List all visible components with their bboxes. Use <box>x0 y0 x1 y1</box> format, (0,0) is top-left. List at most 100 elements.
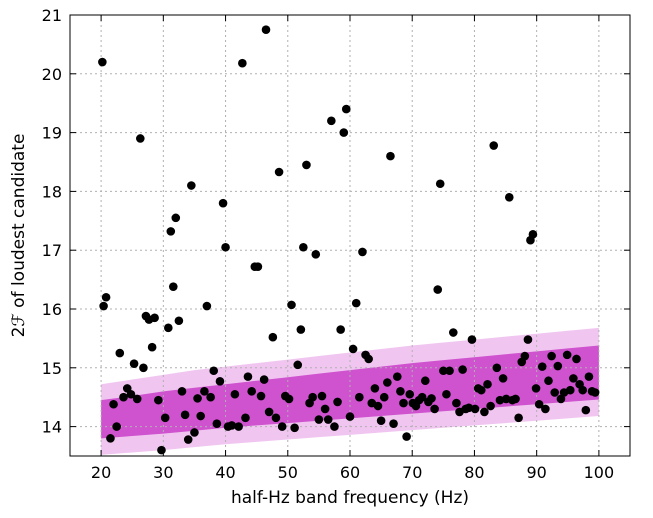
data-point <box>126 389 136 399</box>
data-point <box>392 372 402 381</box>
data-point <box>448 328 458 337</box>
data-point <box>200 387 209 396</box>
data-point <box>339 128 349 137</box>
data-point <box>253 262 263 271</box>
x-tick-label: 40 <box>215 463 235 482</box>
data-point <box>383 378 392 387</box>
y-tick-label: 19 <box>42 124 62 143</box>
data-point <box>358 247 367 257</box>
data-point <box>399 398 408 408</box>
y-tick-label: 16 <box>42 300 62 319</box>
data-point <box>341 104 351 114</box>
data-point <box>489 141 499 150</box>
data-point <box>238 58 247 68</box>
data-point <box>351 298 361 308</box>
data-point <box>284 394 294 404</box>
data-point <box>129 359 139 368</box>
data-point <box>511 394 520 404</box>
data-point <box>435 179 445 189</box>
data-point <box>584 372 594 381</box>
data-point <box>221 242 230 252</box>
y-axis-label: 2ℱ of loudest candidate <box>9 134 29 338</box>
data-point <box>209 366 219 376</box>
data-point <box>445 366 454 376</box>
y-tick-label: 20 <box>42 65 62 84</box>
data-point <box>569 374 578 383</box>
data-point <box>483 379 492 389</box>
axis-ticks: 20 30 40 50 60 70 80 90 100 14 15 16 17 18 19 20 21 <box>42 6 630 482</box>
data-point <box>402 432 411 441</box>
data-point <box>164 323 173 333</box>
data-point <box>160 413 170 423</box>
data-point <box>452 398 461 408</box>
data-point <box>541 404 550 414</box>
data-point <box>439 366 448 376</box>
data-point <box>271 413 281 423</box>
data-point <box>528 230 538 239</box>
data-point <box>458 365 467 374</box>
data-point <box>317 391 327 401</box>
data-point <box>171 213 181 223</box>
data-point <box>296 325 306 334</box>
data-point <box>420 376 430 386</box>
data-point <box>370 384 380 393</box>
data-point <box>150 313 159 323</box>
data-point <box>196 411 205 421</box>
data-point <box>417 392 427 402</box>
data-point <box>264 407 274 417</box>
x-tick-label: 20 <box>91 463 111 482</box>
data-point <box>243 372 253 381</box>
data-point <box>268 332 278 342</box>
data-point <box>98 57 107 67</box>
data-point <box>405 389 415 399</box>
data-point <box>364 354 373 364</box>
data-point <box>553 361 563 371</box>
data-point <box>174 316 184 326</box>
data-point <box>190 428 199 437</box>
data-point <box>373 401 383 411</box>
y-tick-label: 17 <box>42 241 62 260</box>
data-point <box>259 375 269 384</box>
data-point <box>320 404 330 414</box>
data-point <box>345 412 355 421</box>
x-axis-label: half-Hz band frequency (Hz) <box>231 488 469 508</box>
data-point <box>112 422 121 431</box>
data-point <box>202 301 212 311</box>
data-point <box>547 351 556 361</box>
data-point <box>550 388 560 397</box>
data-point <box>147 342 157 352</box>
data-point <box>476 385 486 395</box>
data-point <box>218 198 228 208</box>
data-point <box>492 363 502 373</box>
data-point <box>486 401 495 411</box>
data-point <box>227 421 237 430</box>
data-point <box>139 363 148 373</box>
data-point <box>572 354 581 364</box>
data-point <box>544 376 553 386</box>
data-point <box>336 325 345 334</box>
data-point <box>241 413 250 423</box>
data-point <box>523 335 533 344</box>
data-point <box>348 344 358 354</box>
x-tick-label: 90 <box>526 463 546 482</box>
data-point <box>106 434 115 443</box>
data-point <box>467 335 477 344</box>
data-point <box>386 151 395 161</box>
y-tick-label: 14 <box>42 418 62 437</box>
data-point <box>287 300 296 310</box>
data-point <box>101 292 111 302</box>
data-point <box>180 410 190 420</box>
data-point <box>578 385 588 395</box>
data-point <box>157 445 166 455</box>
data-point <box>183 435 193 444</box>
data-point <box>311 250 321 259</box>
data-point <box>109 399 118 409</box>
data-point <box>396 387 405 396</box>
data-point <box>193 394 202 403</box>
data-point <box>379 392 389 402</box>
data-point <box>562 350 572 360</box>
data-point <box>470 404 480 414</box>
data-point <box>537 362 547 371</box>
data-point <box>177 387 187 396</box>
